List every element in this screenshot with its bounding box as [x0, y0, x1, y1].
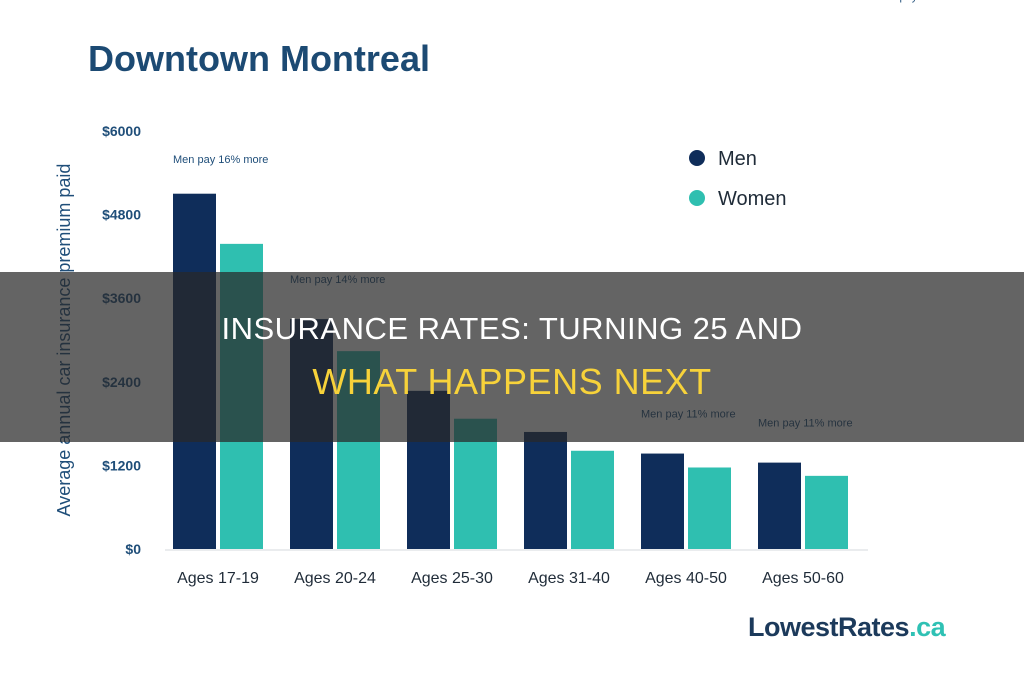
bar-men-4: [524, 431, 567, 549]
legend-label-men: Men: [718, 148, 757, 170]
bar-men-5: [641, 453, 684, 549]
bar-women-6: [805, 475, 848, 549]
bar-women-5: [688, 467, 731, 549]
headline-banner: INSURANCE RATES: TURNING 25 AND WHAT HAP…: [0, 272, 1024, 442]
y-tick-label: $0: [125, 541, 141, 557]
annotation-label: Men pay 16% more: [173, 154, 268, 166]
x-tick-label: Ages 20-24: [294, 570, 376, 587]
legend-label-women: Women: [718, 188, 787, 210]
y-tick-label: $1200: [102, 457, 141, 473]
logo-main-text: LowestRates: [748, 612, 910, 642]
bar-women-4: [571, 450, 614, 549]
y-tick-label: $6000: [102, 123, 141, 139]
legend-marker-women: [689, 190, 705, 206]
headline-line-1: INSURANCE RATES: TURNING 25 AND: [221, 311, 803, 346]
headline-line-2: WHAT HAPPENS NEXT: [312, 361, 712, 402]
y-tick-label: $4800: [102, 207, 141, 223]
chart-title: Downtown Montreal: [88, 38, 430, 79]
legend-marker-men: [689, 150, 705, 166]
x-tick-label: Ages 17-19: [177, 570, 259, 587]
bar-men-6: [758, 462, 801, 549]
logo-suffix-text: .ca: [909, 612, 946, 642]
x-tick-label: Ages 50-60: [762, 570, 844, 587]
x-tick-label: Ages 31-40: [528, 570, 610, 587]
x-tick-label: Ages 40-50: [645, 570, 727, 587]
annotation-label: Men pay 11% more: [875, 0, 970, 3]
lowestrates-logo: LowestRates.ca: [748, 612, 946, 643]
x-tick-label: Ages 25-30: [411, 570, 493, 587]
